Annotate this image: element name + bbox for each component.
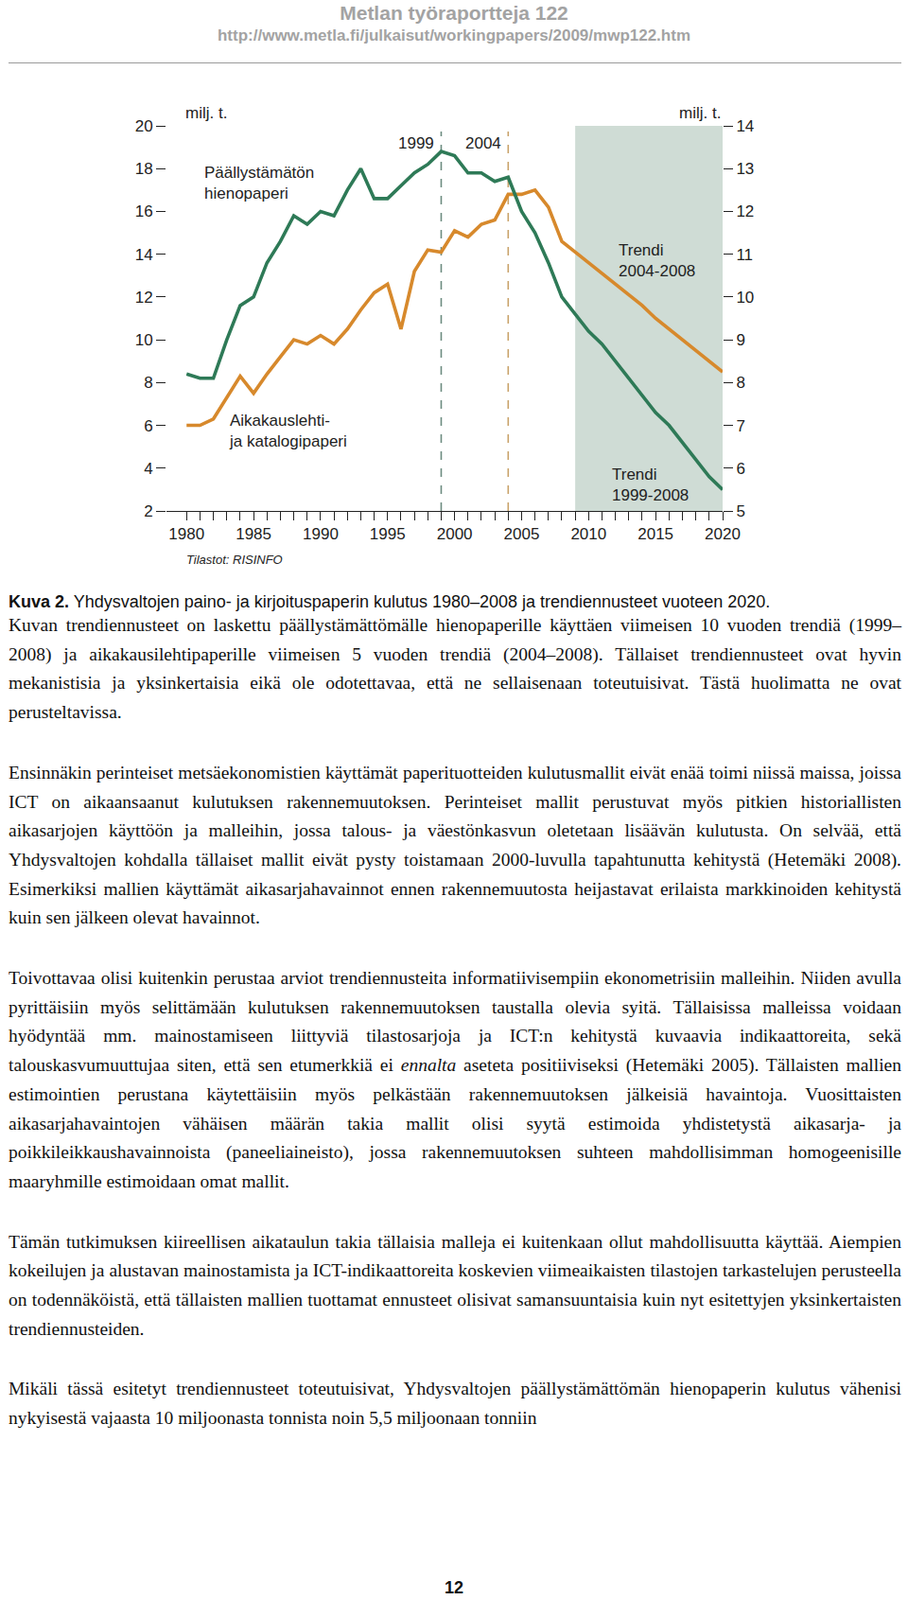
svg-text:milj. t.: milj. t.	[679, 104, 721, 123]
svg-text:14: 14	[135, 245, 154, 264]
svg-text:1990: 1990	[302, 524, 339, 543]
svg-text:10: 10	[735, 288, 754, 307]
svg-text:2: 2	[143, 502, 153, 521]
html-text:http://www.metla.fi/julkaisut/: http://www.metla.fi/julkaisut/workingpap…	[217, 26, 691, 45]
svg-text:4: 4	[143, 459, 153, 478]
svg-text:14: 14	[735, 117, 754, 136]
html-text:Metlan työraportteja 122: Metlan työraportteja 122	[339, 1, 569, 24]
svg-text:7: 7	[735, 417, 745, 436]
svg-text:milj. t.: milj. t.	[185, 104, 227, 123]
svg-text:1980: 1980	[168, 524, 205, 543]
svg-text:2020: 2020	[704, 524, 741, 543]
html-text:Ensinnäkin perinteiset metsäek: Ensinnäkin perinteiset metsäekonomistien…	[8, 762, 902, 928]
svg-text:13: 13	[735, 159, 754, 178]
svg-text:2004: 2004	[465, 134, 502, 153]
svg-text:1995: 1995	[369, 524, 406, 543]
svg-text:1999: 1999	[398, 134, 435, 153]
svg-text:Päällystämätönhienopaperi: Päällystämätönhienopaperi	[204, 163, 315, 203]
svg-text:2015: 2015	[637, 524, 674, 543]
svg-text:8: 8	[735, 373, 745, 392]
svg-text:16: 16	[135, 202, 154, 221]
svg-text:Trendi2004-2008: Trendi2004-2008	[618, 241, 696, 280]
html-text:Mikäli tässä esitetyt trendien: Mikäli tässä esitetyt trendiennusteet to…	[8, 1378, 902, 1428]
svg-text:12: 12	[135, 288, 154, 307]
svg-text:12: 12	[735, 202, 754, 221]
svg-text:10: 10	[135, 331, 154, 350]
svg-text:6: 6	[735, 459, 745, 478]
svg-text:1985: 1985	[235, 524, 272, 543]
svg-text:11: 11	[735, 245, 753, 264]
svg-text:6: 6	[143, 417, 153, 436]
svg-text:Trendi1999-2008: Trendi1999-2008	[611, 465, 689, 505]
svg-text:9: 9	[735, 331, 745, 350]
svg-text:Tilastot: RISINFO: Tilastot: RISINFO	[186, 552, 283, 567]
html-text:Kuvan trendiennusteet on laske: Kuvan trendiennusteet on laskettu päälly…	[8, 614, 902, 722]
svg-text:2005: 2005	[504, 524, 541, 543]
svg-text:20: 20	[135, 117, 154, 136]
html-text:Kuva 2. Yhdysvaltojen paino- j: Kuva 2. Yhdysvaltojen paino- ja kirjoitu…	[8, 592, 771, 612]
svg-text:8: 8	[143, 373, 153, 392]
html-text:Tämän tutkimuksen kiireellisen: Tämän tutkimuksen kiireellisen aikataulu…	[8, 1231, 902, 1339]
html-text:Toivottavaa olisi kuitenkin pe: Toivottavaa olisi kuitenkin perustaa arv…	[8, 967, 902, 1191]
svg-text:5: 5	[735, 502, 745, 521]
svg-text:2010: 2010	[570, 524, 607, 543]
html-text:12: 12	[444, 1577, 464, 1597]
svg-text:18: 18	[135, 159, 154, 178]
svg-text:Aikakauslehti-ja katalogipaper: Aikakauslehti-ja katalogipaperi	[228, 411, 348, 451]
svg-text:2000: 2000	[436, 524, 473, 543]
